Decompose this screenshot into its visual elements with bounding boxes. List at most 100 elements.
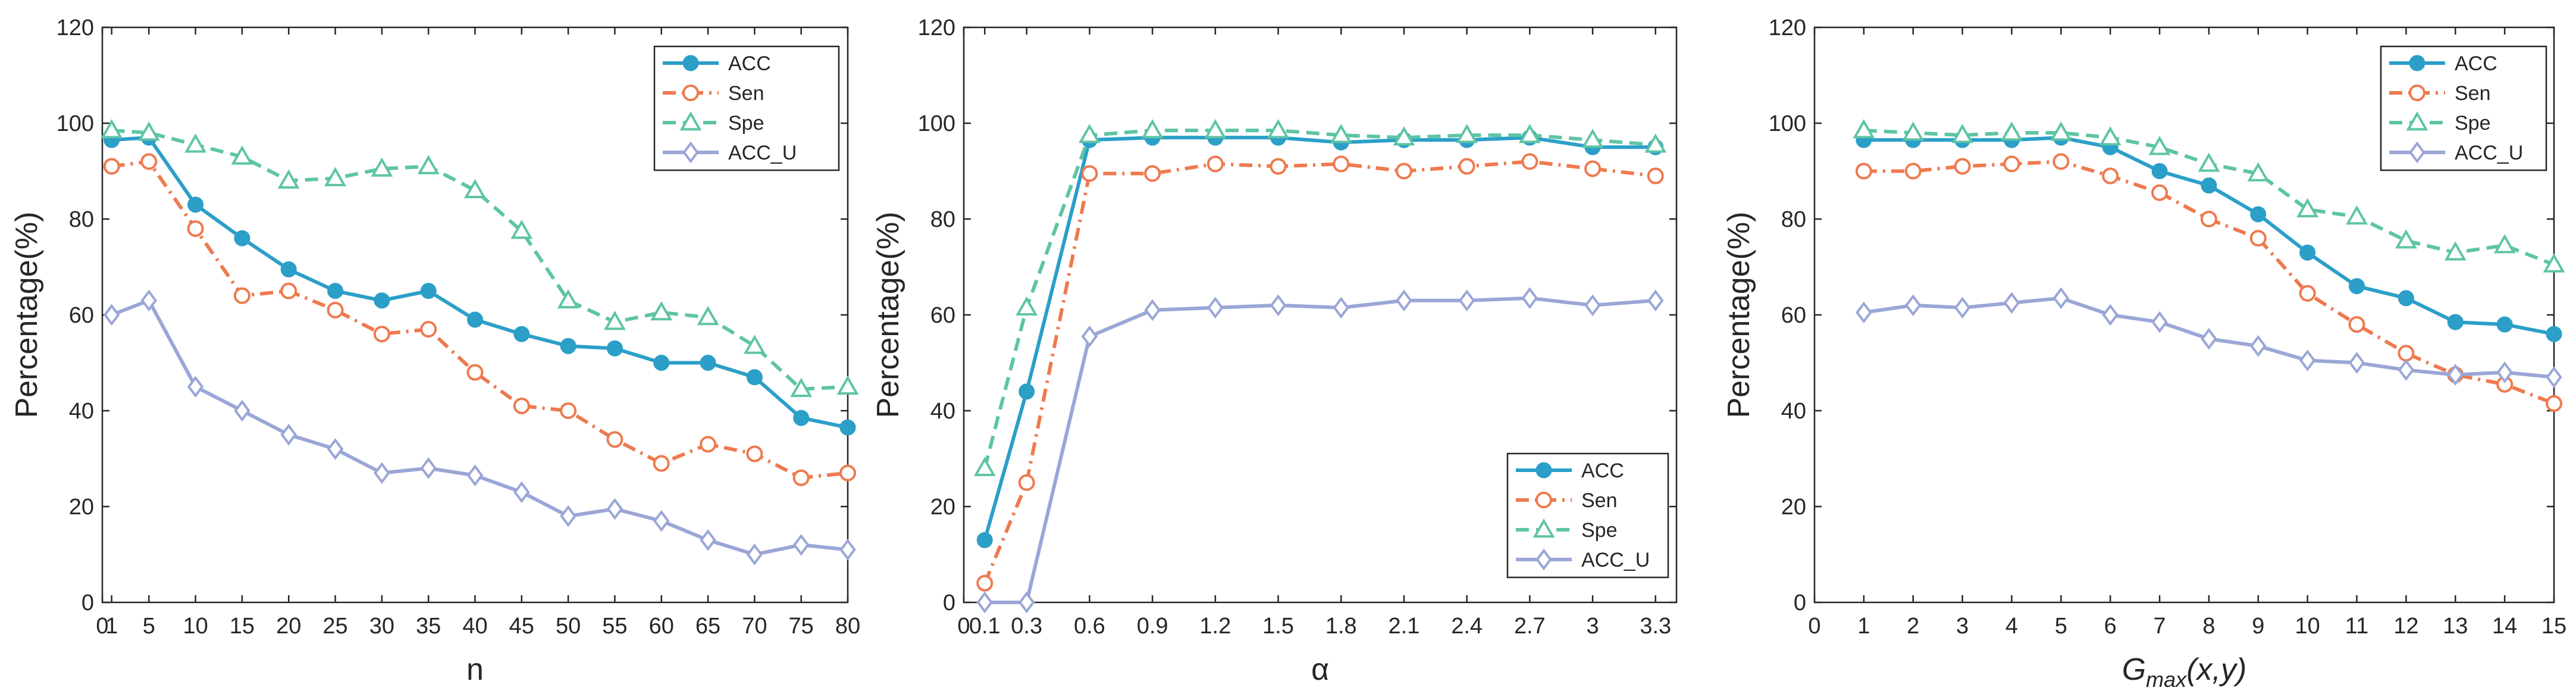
x-tick-label: 2 bbox=[1907, 614, 1919, 639]
x-tick-label: 0.6 bbox=[1074, 614, 1105, 639]
data-point bbox=[420, 457, 437, 479]
y-tick-label: 0 bbox=[82, 590, 94, 615]
data-point bbox=[1081, 165, 1098, 182]
y-axis-label: Percentage(%) bbox=[1722, 212, 1756, 418]
data-point bbox=[464, 179, 486, 198]
data-point bbox=[560, 505, 576, 527]
x-tick-label: 55 bbox=[602, 614, 627, 639]
data-point bbox=[1267, 119, 1289, 139]
data-point bbox=[1853, 119, 1875, 139]
series-line bbox=[111, 160, 848, 480]
data-point bbox=[2001, 121, 2023, 141]
data-point bbox=[2496, 361, 2513, 383]
x-tick-label: 2.4 bbox=[1451, 614, 1483, 639]
data-point bbox=[1856, 301, 1872, 324]
data-point bbox=[743, 335, 766, 354]
data-point bbox=[2102, 304, 2119, 326]
data-point bbox=[103, 158, 120, 175]
series-spe bbox=[973, 119, 1667, 476]
x-tick-label: 13 bbox=[2443, 614, 2468, 639]
data-point bbox=[140, 153, 158, 170]
legend-marker bbox=[682, 85, 699, 101]
data-point bbox=[1456, 124, 1478, 143]
legend-label: ACC bbox=[728, 52, 771, 75]
data-point bbox=[1081, 325, 1098, 348]
legend-label: Sen bbox=[728, 82, 764, 105]
data-point bbox=[1018, 474, 1035, 491]
data-point bbox=[2348, 316, 2365, 333]
data-point bbox=[324, 167, 347, 186]
y-tick-label: 120 bbox=[918, 15, 955, 40]
data-point bbox=[836, 375, 859, 395]
y-tick-label: 60 bbox=[69, 303, 94, 328]
data-point bbox=[2546, 395, 2562, 412]
x-tick-label: 80 bbox=[835, 614, 860, 639]
data-point bbox=[1521, 153, 1538, 170]
data-point bbox=[2398, 345, 2415, 362]
x-tick-label: 15 bbox=[2541, 614, 2566, 639]
data-point bbox=[1904, 162, 1922, 180]
x-tick-label: 5 bbox=[143, 614, 155, 639]
data-point bbox=[2052, 287, 2070, 310]
x-tick-label: 50 bbox=[556, 614, 581, 639]
data-point bbox=[101, 119, 123, 139]
x-tick-label: 70 bbox=[742, 614, 767, 639]
data-point bbox=[2296, 198, 2319, 218]
legend-label: ACC_U bbox=[2455, 142, 2523, 164]
x-tick-label: 20 bbox=[276, 614, 301, 639]
data-point bbox=[2546, 366, 2562, 388]
x-tick-label: 60 bbox=[649, 614, 674, 639]
x-tick-label: 3 bbox=[1956, 614, 1969, 639]
data-point bbox=[1647, 167, 1664, 185]
data-point bbox=[1204, 119, 1227, 139]
y-tick-label: 100 bbox=[918, 111, 955, 136]
data-point bbox=[2003, 155, 2020, 173]
data-point bbox=[187, 196, 204, 213]
x-axis-label: α bbox=[1311, 652, 1329, 687]
legend-marker bbox=[1535, 462, 1552, 479]
x-tick-label: 8 bbox=[2202, 614, 2215, 639]
series-line bbox=[983, 160, 1656, 584]
data-point bbox=[2444, 241, 2467, 261]
y-tick-label: 0 bbox=[943, 590, 955, 615]
data-point bbox=[2247, 162, 2270, 182]
y-tick-label: 20 bbox=[1781, 495, 1806, 520]
data-point bbox=[2151, 163, 2168, 179]
x-tick-label: 0.1 bbox=[969, 614, 1001, 639]
data-point bbox=[1333, 296, 1349, 319]
data-point bbox=[280, 282, 297, 299]
series-acc-u bbox=[1856, 287, 2562, 388]
y-tick-label: 80 bbox=[69, 207, 94, 232]
data-point bbox=[1904, 294, 1922, 317]
series-line bbox=[111, 298, 848, 557]
data-point bbox=[2496, 316, 2513, 333]
data-point bbox=[327, 283, 344, 299]
legend-label: Sen bbox=[1581, 489, 1618, 512]
data-point bbox=[1395, 162, 1412, 180]
y-tick-label: 40 bbox=[1781, 399, 1806, 424]
y-tick-label: 120 bbox=[1769, 15, 1806, 40]
legend-marker bbox=[679, 111, 702, 131]
data-point bbox=[187, 376, 204, 398]
x-tick-label: 0.9 bbox=[1137, 614, 1168, 639]
data-point bbox=[2543, 253, 2565, 273]
x-tick-label: 7 bbox=[2153, 614, 2166, 639]
data-point bbox=[513, 481, 530, 504]
data-point bbox=[466, 464, 484, 487]
x-tick-label: 10 bbox=[183, 614, 208, 639]
data-point bbox=[1330, 124, 1352, 143]
y-tick-label: 60 bbox=[1781, 303, 1806, 328]
legend-marker bbox=[2409, 85, 2425, 101]
data-point bbox=[790, 377, 813, 398]
x-tick-label: 15 bbox=[230, 614, 255, 639]
y-tick-label: 120 bbox=[57, 15, 94, 40]
x-tick-label: 4 bbox=[2005, 614, 2018, 639]
data-point bbox=[2250, 335, 2267, 357]
data-point bbox=[374, 292, 390, 309]
data-point bbox=[2447, 364, 2464, 386]
data-point bbox=[1581, 129, 1604, 148]
data-point bbox=[560, 402, 577, 419]
data-point bbox=[327, 301, 344, 318]
data-point bbox=[1458, 289, 1475, 312]
